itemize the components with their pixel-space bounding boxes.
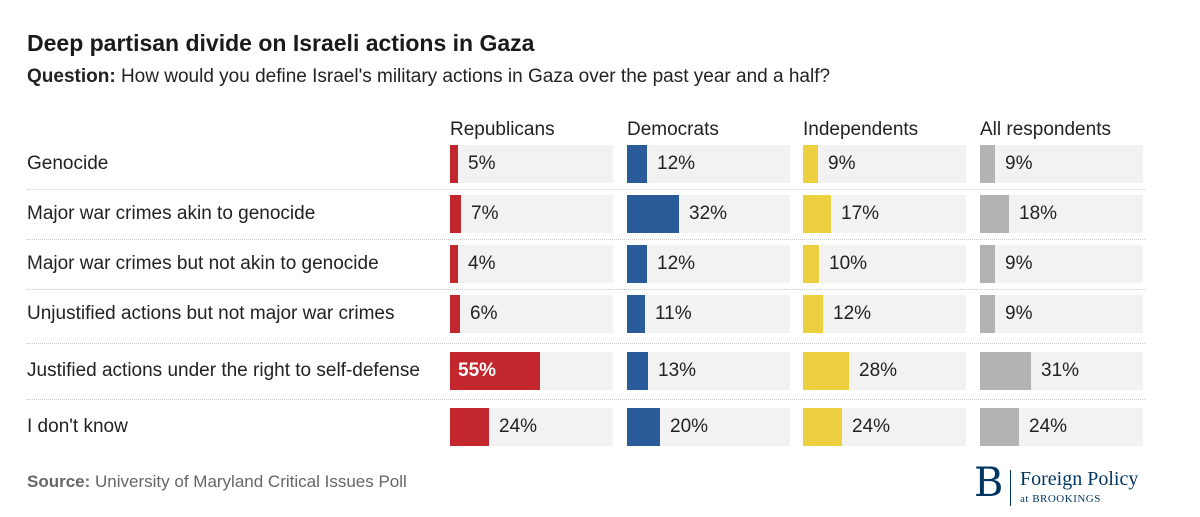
- row-divider: [27, 189, 1145, 190]
- bar-track: 12%: [627, 245, 790, 283]
- bar-democrats: [627, 195, 679, 233]
- bar-independents: [803, 195, 831, 233]
- data-label: 9%: [828, 153, 856, 174]
- data-label: 17%: [841, 203, 880, 224]
- chart-title: Deep partisan divide on Israeli actions …: [27, 30, 535, 56]
- bar-track: 5%: [450, 145, 613, 183]
- data-label: 28%: [859, 360, 898, 381]
- data-label: 32%: [689, 203, 728, 224]
- bar-track: 9%: [980, 145, 1143, 183]
- data-label: 24%: [1029, 416, 1068, 437]
- bar-track: 4%: [450, 245, 613, 283]
- row-divider: [27, 343, 1145, 344]
- data-label: 18%: [1019, 203, 1058, 224]
- bar-all-respondents: [980, 245, 995, 283]
- bar-independents: [803, 145, 818, 183]
- row-label: I don't know: [27, 416, 128, 437]
- bar-track: 13%: [627, 352, 790, 390]
- data-label: 7%: [471, 203, 499, 224]
- column-header-all-respondents: All respondents: [980, 119, 1111, 140]
- bar-republicans: [450, 352, 540, 390]
- bar-track: 9%: [980, 295, 1143, 333]
- data-label: 12%: [833, 303, 872, 324]
- bar-republicans: [450, 145, 458, 183]
- column-header-independents: Independents: [803, 119, 919, 140]
- bar-republicans: [450, 195, 461, 233]
- row-label: Justified actions under the right to sel…: [27, 360, 420, 381]
- bar-track: 12%: [803, 295, 966, 333]
- bar-independents: [803, 408, 842, 446]
- bar-track: 18%: [980, 195, 1143, 233]
- data-label: 4%: [468, 253, 496, 274]
- row-divider: [27, 289, 1145, 290]
- data-label: 9%: [1005, 303, 1033, 324]
- source-label: Source:: [27, 472, 91, 491]
- bar-track: 20%: [627, 408, 790, 446]
- bar-all-respondents: [980, 295, 995, 333]
- bar-track: 24%: [980, 408, 1143, 446]
- data-label: 11%: [655, 303, 692, 324]
- data-label: 9%: [1005, 253, 1033, 274]
- question-label: Question:: [27, 66, 116, 87]
- row-label: Major war crimes akin to genocide: [27, 203, 316, 224]
- bar-track: 6%: [450, 295, 613, 333]
- data-label: 13%: [658, 360, 697, 381]
- column-header-democrats: Democrats: [627, 119, 719, 140]
- data-label: 55%: [458, 360, 497, 381]
- data-label: 10%: [829, 253, 868, 274]
- bar-track: 24%: [450, 408, 613, 446]
- bar-all-respondents: [980, 408, 1019, 446]
- logo-subtitle: at BROOKINGS: [1020, 493, 1101, 505]
- source-note: Source: University of Maryland Critical …: [27, 472, 407, 492]
- chart-subtitle: Question: How would you define Israel's …: [27, 66, 830, 88]
- data-label: 31%: [1041, 360, 1080, 381]
- logo-name: Foreign Policy: [1020, 468, 1139, 490]
- row-divider: [27, 399, 1145, 400]
- data-label: 24%: [852, 416, 891, 437]
- row-label: Genocide: [27, 153, 109, 174]
- row-label: Major war crimes but not akin to genocid…: [27, 253, 379, 274]
- data-label: 9%: [1005, 153, 1033, 174]
- brookings-logo-mark: B: [974, 460, 1004, 506]
- bar-independents: [803, 295, 823, 333]
- bar-track: 7%: [450, 195, 613, 233]
- data-label: 5%: [468, 153, 496, 174]
- row-label: Unjustified actions but not major war cr…: [27, 303, 395, 324]
- bar-track: 9%: [803, 145, 966, 183]
- bar-all-respondents: [980, 145, 995, 183]
- bar-all-respondents: [980, 195, 1009, 233]
- bar-democrats: [627, 408, 660, 446]
- bar-track: 31%: [980, 352, 1143, 390]
- column-header-republicans: Republicans: [450, 119, 555, 140]
- data-label: 6%: [470, 303, 498, 324]
- bar-track: 12%: [627, 145, 790, 183]
- data-label: 12%: [657, 153, 696, 174]
- bar-republicans: [450, 408, 489, 446]
- question-text: How would you define Israel's military a…: [120, 66, 831, 87]
- bar-track: 28%: [803, 352, 966, 390]
- bar-track: 17%: [803, 195, 966, 233]
- data-label: 24%: [499, 416, 538, 437]
- bar-all-respondents: [980, 352, 1031, 390]
- brookings-logo: B Foreign Policy at BROOKINGS: [974, 460, 1154, 510]
- bar-republicans: [450, 295, 460, 333]
- bar-track: 55%: [450, 352, 613, 390]
- bar-track: 32%: [627, 195, 790, 233]
- bar-republicans: [450, 245, 458, 283]
- bar-democrats: [627, 145, 647, 183]
- row-divider: [27, 239, 1145, 240]
- bar-independents: [803, 352, 849, 390]
- bar-track: 11%: [627, 295, 790, 333]
- bar-track: 24%: [803, 408, 966, 446]
- logo-divider: [1010, 470, 1011, 506]
- data-label: 12%: [657, 253, 696, 274]
- bar-independents: [803, 245, 819, 283]
- source-text: University of Maryland Critical Issues P…: [95, 472, 407, 491]
- bar-track: 10%: [803, 245, 966, 283]
- data-label: 20%: [670, 416, 709, 437]
- bar-track: 9%: [980, 245, 1143, 283]
- bar-democrats: [627, 352, 648, 390]
- bar-democrats: [627, 245, 647, 283]
- bar-democrats: [627, 295, 645, 333]
